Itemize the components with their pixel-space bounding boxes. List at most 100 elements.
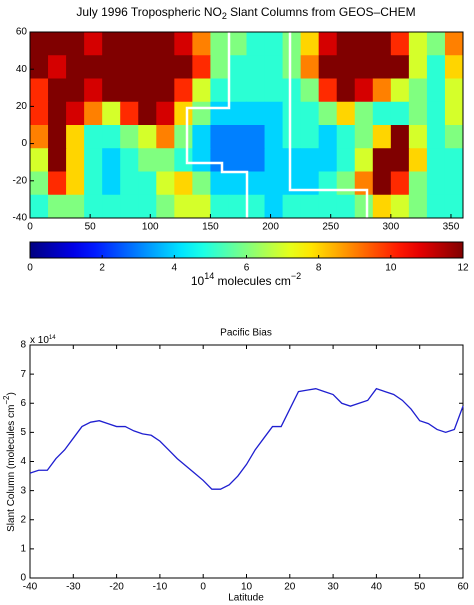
heat-cell (408, 78, 428, 103)
heat-cell (228, 125, 247, 149)
y-tick-label: -20 (13, 175, 28, 186)
heat-cell (156, 125, 175, 149)
heat-cell (210, 101, 229, 126)
heat-cell (84, 148, 103, 172)
heat-cell (138, 78, 157, 103)
heat-cell (408, 171, 428, 196)
heat-cell (30, 78, 49, 103)
heat-cell (318, 101, 338, 126)
colorbar-label: 1014 molecules cm−2 (191, 271, 301, 288)
heat-cell (48, 194, 67, 219)
heat-cell (354, 171, 374, 196)
heat-cell (318, 78, 338, 103)
heat-cell (444, 125, 464, 149)
map-title: July 1996 Tropospheric NO2 Slant Columns… (76, 5, 415, 21)
x-tick-label: -10 (153, 582, 168, 593)
x-tick-label: -20 (109, 582, 124, 593)
y-tick-label: 60 (16, 27, 28, 38)
heat-cell (30, 194, 49, 219)
heat-cell (372, 125, 392, 149)
heat-cell (192, 32, 211, 56)
axes-frame (29, 31, 464, 219)
heat-cell (102, 194, 121, 219)
heat-cell (102, 125, 121, 149)
heat-cell (354, 194, 374, 219)
heat-cell (354, 55, 374, 79)
y-tick-label: 5 (20, 427, 26, 438)
heat-cell (354, 32, 374, 56)
heat-cell (156, 194, 175, 219)
heat-cell (282, 194, 302, 219)
heat-cell (120, 148, 139, 172)
y-tick-label: 0 (21, 138, 27, 149)
heat-cell (318, 171, 338, 196)
heat-cell (354, 125, 374, 149)
heat-cell (282, 171, 302, 196)
heat-cell (102, 148, 121, 172)
heat-cell (426, 101, 446, 126)
heat-cell (390, 78, 410, 103)
x-tick-label: 150 (202, 222, 219, 233)
heat-cell (318, 194, 338, 219)
heat-cell (390, 148, 410, 172)
heat-cell (282, 101, 302, 126)
heat-cell (444, 55, 464, 79)
heat-cell (102, 32, 121, 56)
heat-cell (426, 125, 446, 149)
title-part: Slant Columns from GEOS–CHEM (227, 5, 416, 19)
heat-cell (138, 171, 157, 196)
heat-cell (174, 101, 193, 126)
heat-cell (30, 125, 49, 149)
boundary-line (185, 32, 249, 218)
heat-cell (282, 125, 302, 149)
heat-cell (372, 101, 392, 126)
heat-cell (120, 101, 139, 126)
heat-cell (336, 101, 356, 126)
heat-cell (48, 148, 67, 172)
heat-cell (48, 78, 67, 103)
heat-cell (318, 55, 338, 79)
heat-cell (120, 78, 139, 103)
x-tick-label: 20 (284, 582, 296, 593)
heat-cell (102, 101, 121, 126)
heat-cell (318, 32, 338, 56)
heat-cell (264, 55, 284, 79)
heat-cell (66, 55, 85, 79)
heat-cell (444, 101, 464, 126)
y-tick-label: -40 (13, 213, 28, 224)
heat-cell (66, 171, 85, 196)
label-superscript: −2 (2, 395, 11, 405)
heat-cell (174, 78, 193, 103)
heat-cell (300, 32, 320, 56)
heat-cell (174, 55, 193, 79)
heat-cell (66, 32, 85, 56)
heat-cell (66, 148, 85, 172)
heat-cell (336, 125, 356, 149)
heat-cell (138, 55, 157, 79)
heat-cell (408, 148, 428, 172)
heat-cell (444, 171, 464, 196)
y-tick-label: 2 (20, 514, 26, 525)
heat-cell (228, 194, 247, 219)
heat-cell (66, 101, 85, 126)
heat-cell (426, 148, 446, 172)
heat-cell (300, 78, 320, 103)
heat-cell (354, 101, 374, 126)
heat-cell (30, 101, 49, 126)
heat-cell (246, 148, 266, 172)
x-tick-label: 50 (414, 582, 426, 593)
heat-cell (84, 32, 103, 56)
heat-cell (192, 125, 211, 149)
heat-cell (228, 171, 247, 196)
heat-cell (390, 101, 410, 126)
heat-cell (372, 55, 392, 79)
heat-cell (372, 32, 392, 56)
heat-cell (264, 148, 284, 172)
title-subscript: 2 (222, 11, 227, 21)
heat-cell (282, 148, 302, 172)
colorbar-tick-label: 12 (457, 263, 469, 274)
heat-cell (444, 78, 464, 103)
heat-cell (138, 101, 157, 126)
heat-cell (300, 101, 320, 126)
